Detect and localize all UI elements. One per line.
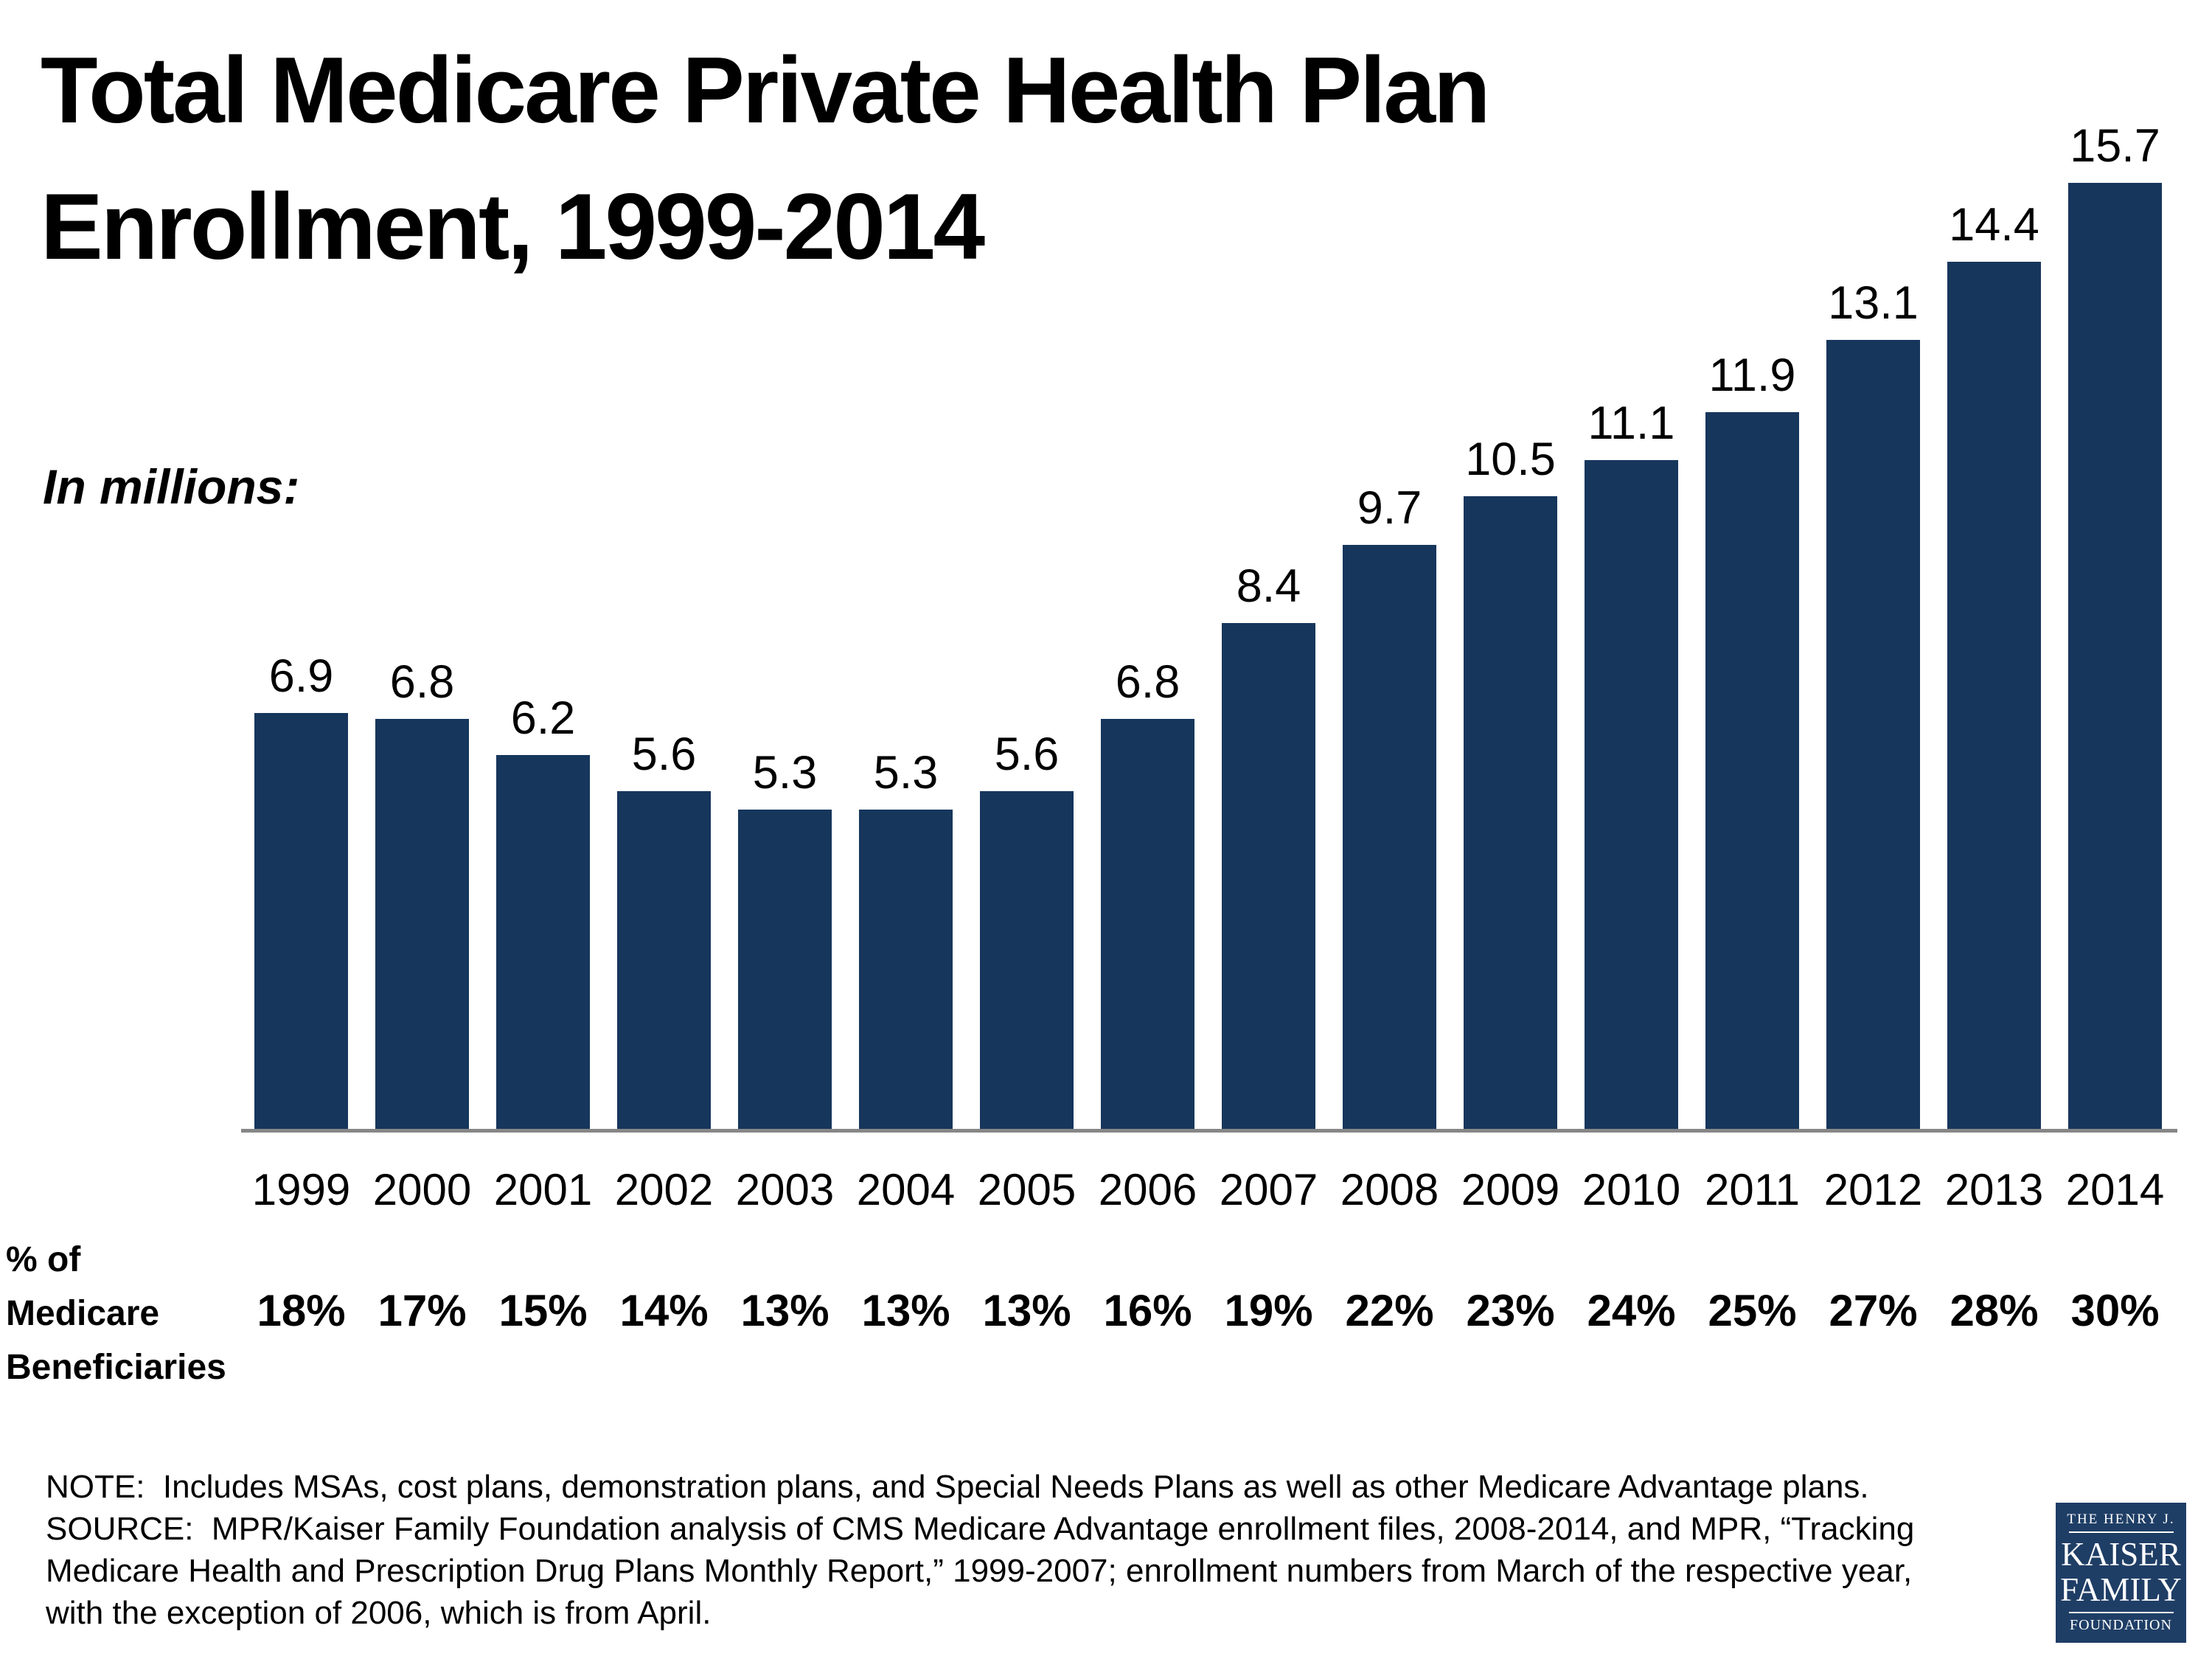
logo-rule-top: [2068, 1531, 2174, 1533]
x-axis-label-2003: 2003: [735, 1165, 835, 1214]
page-title-line1: Total Medicare Private Health Plan: [41, 38, 1491, 142]
bar-value-label: 6.9: [268, 650, 334, 702]
bar-value-label: 5.6: [994, 728, 1060, 780]
x-axis-label-2009: 2009: [1461, 1165, 1560, 1214]
source-line-1: SOURCE: MPR/Kaiser Family Foundation ana…: [46, 1511, 1915, 1547]
bar-value-label: 13.1: [1828, 277, 1919, 329]
x-axis-label-2000: 2000: [372, 1165, 472, 1214]
x-axis-label-2001: 2001: [493, 1165, 593, 1214]
pct-label-2012: 27%: [1829, 1286, 1918, 1335]
bar-2010: [1585, 460, 1678, 1129]
pct-label-2008: 22%: [1345, 1286, 1434, 1335]
pct-label-2007: 19%: [1224, 1286, 1313, 1335]
pct-label-2010: 24%: [1587, 1286, 1676, 1335]
bar-value-label: 6.8: [1115, 656, 1180, 708]
bar-value-label: 11.9: [1708, 349, 1796, 401]
bar-2008: [1343, 545, 1436, 1129]
bar-2006: [1101, 719, 1194, 1129]
bar-value-label: 10.5: [1465, 434, 1556, 485]
pct-label-2011: 25%: [1708, 1286, 1797, 1335]
logo-rule-bottom: [2068, 1612, 2174, 1613]
bar-value-label: 5.3: [873, 747, 939, 799]
bar-value-label: 6.8: [389, 656, 455, 708]
pct-label-2014: 30%: [2070, 1286, 2160, 1335]
pct-row-label: % of Medicare Beneficiaries: [6, 1240, 226, 1387]
x-axis-label-2008: 2008: [1340, 1165, 1439, 1214]
kaiser-family-foundation-logo: THE HENRY J. KAISER FAMILY FOUNDATION: [2056, 1503, 2186, 1643]
pct-label-2001: 15%: [498, 1286, 588, 1335]
bar-value-label: 14.4: [1949, 199, 2039, 251]
bar-2004: [859, 810, 953, 1129]
units-label: In millions:: [43, 459, 300, 514]
source-line-2: Medicare Health and Prescription Drug Pl…: [46, 1553, 1913, 1589]
x-axis-label-1999: 1999: [251, 1165, 351, 1214]
page-title: Total Medicare Private Health Plan Enrol…: [41, 22, 1491, 295]
x-axis-line: [241, 1129, 2177, 1133]
bar-2012: [1826, 340, 1920, 1129]
x-axis-label-2004: 2004: [856, 1165, 956, 1214]
logo-kaiser: KAISER: [2061, 1536, 2181, 1573]
x-axis-label-2002: 2002: [614, 1165, 714, 1214]
pct-label-2009: 23%: [1466, 1286, 1555, 1335]
pct-label-2005: 13%: [982, 1286, 1071, 1335]
bar-value-label: 5.6: [631, 728, 697, 780]
footnotes: NOTE: Includes MSAs, cost plans, demonst…: [46, 1466, 1914, 1634]
bar-value-label: 15.7: [2070, 120, 2160, 172]
pct-label-2013: 28%: [1950, 1286, 2039, 1335]
bar-2000: [375, 719, 469, 1129]
bar-2003: [738, 810, 832, 1129]
x-axis-label-2006: 2006: [1098, 1165, 1197, 1214]
bar-2002: [617, 791, 711, 1129]
bar-1999: [254, 713, 348, 1129]
bar-value-label: 8.4: [1236, 560, 1301, 612]
pct-label-2002: 14%: [619, 1286, 709, 1335]
x-axis-label-2014: 2014: [2065, 1165, 2165, 1214]
pct-label-2000: 17%: [378, 1286, 467, 1335]
bar-2014: [2068, 183, 2162, 1129]
source-line-3: with the exception of 2006, which is fro…: [46, 1595, 712, 1631]
pct-label-1999: 18%: [257, 1286, 346, 1335]
pct-label-2006: 16%: [1103, 1286, 1192, 1335]
note-line: NOTE: Includes MSAs, cost plans, demonst…: [46, 1469, 1869, 1505]
bar-2005: [980, 791, 1074, 1129]
x-axis-label-2011: 2011: [1704, 1165, 1801, 1214]
bar-value-label: 9.7: [1357, 482, 1422, 534]
bar-value-label: 5.3: [752, 747, 818, 799]
bar-value-label: 6.2: [510, 692, 576, 744]
x-axis-label-2007: 2007: [1219, 1165, 1318, 1214]
page-title-line2: Enrollment, 1999-2014: [41, 174, 985, 279]
x-axis-label-2013: 2013: [1944, 1165, 2044, 1214]
x-axis-label-2005: 2005: [977, 1165, 1077, 1214]
x-axis-label-2012: 2012: [1823, 1165, 1923, 1214]
pct-label-2003: 13%: [740, 1286, 830, 1335]
bar-2011: [1705, 412, 1799, 1129]
bar-2009: [1464, 496, 1557, 1129]
logo-the-henry-j: THE HENRY J.: [2067, 1512, 2175, 1527]
bar-2013: [1947, 262, 2041, 1129]
bar-value-label: 11.1: [1587, 397, 1675, 449]
pct-label-2004: 13%: [861, 1286, 950, 1335]
logo-family: FAMILY: [2060, 1571, 2182, 1608]
bar-2001: [496, 755, 590, 1129]
bar-2007: [1222, 623, 1315, 1129]
x-axis-label-2010: 2010: [1582, 1165, 1681, 1214]
logo-foundation: FOUNDATION: [2070, 1617, 2172, 1633]
